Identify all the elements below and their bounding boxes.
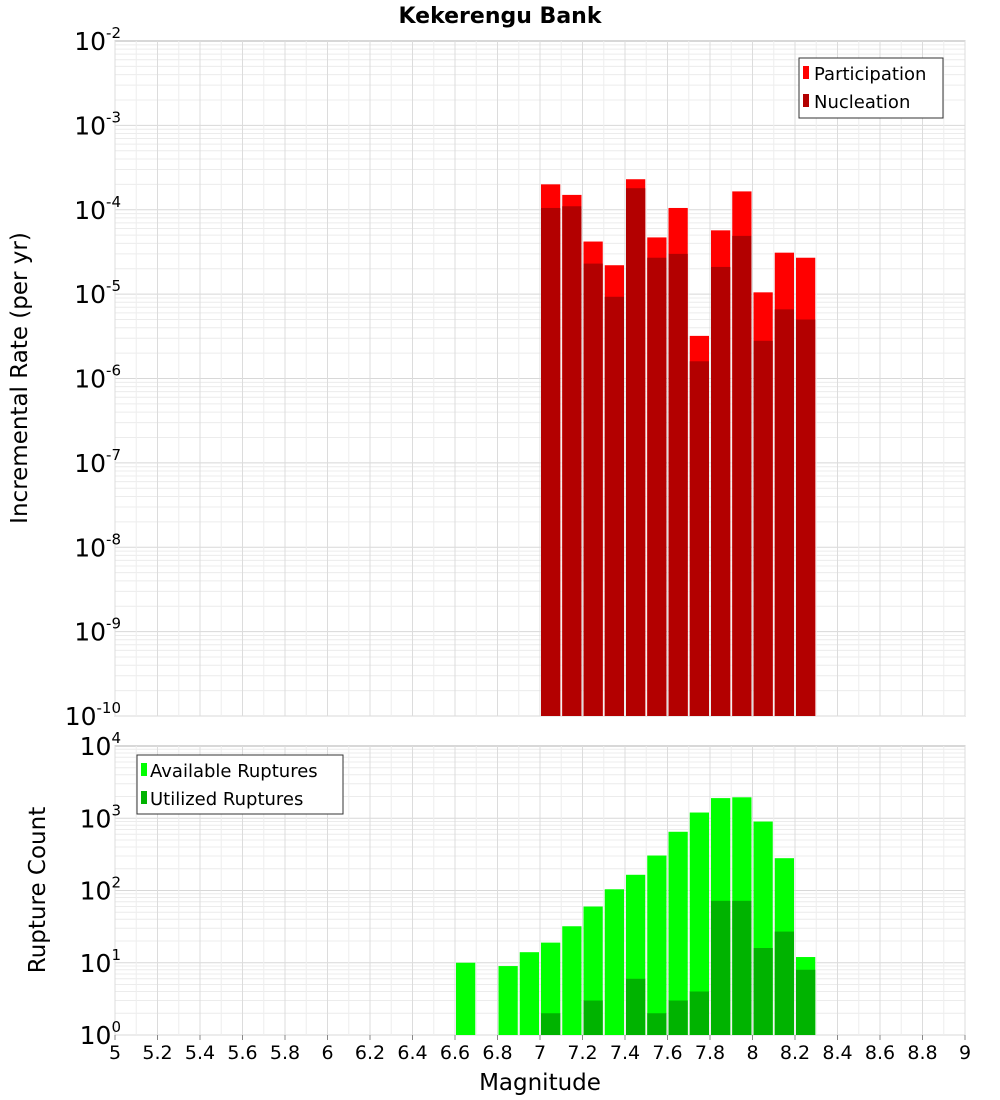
bar-available-ruptures (562, 926, 582, 1035)
x-tick-label: 8.4 (822, 1042, 852, 1064)
bar-nucleation (732, 235, 752, 716)
bar-utilized-ruptures (647, 1013, 667, 1035)
legend-swatch-utilized (141, 791, 147, 804)
y-tick-label: 104 (80, 729, 121, 761)
bar-nucleation (604, 296, 624, 716)
x-tick-label: 9 (959, 1042, 971, 1064)
x-tick-label: 7.6 (652, 1042, 682, 1064)
bar-nucleation (583, 263, 603, 716)
bar-available-ruptures (519, 952, 539, 1035)
x-tick-label: 6.6 (440, 1042, 470, 1064)
bottom-legend: Available Ruptures Utilized Ruptures (136, 754, 344, 815)
x-tick-label: 8 (746, 1042, 758, 1064)
bar-available-ruptures (668, 831, 688, 1035)
top-legend: Participation Nucleation (798, 57, 944, 119)
x-tick-label: 6.2 (355, 1042, 385, 1064)
top-bars (541, 179, 816, 717)
bar-nucleation (668, 253, 688, 716)
legend-label-participation: Participation (814, 64, 926, 85)
y-tick-label: 10-6 (74, 362, 121, 394)
top-grid (114, 41, 966, 717)
bar-utilized-ruptures (626, 978, 646, 1035)
y-tick-label: 10-9 (74, 615, 121, 647)
bottom-y-axis-label: Rupture Count (25, 807, 51, 973)
legend-label-nucleation: Nucleation (814, 92, 910, 113)
bar-available-ruptures (541, 942, 561, 1035)
x-tick-label: 7 (534, 1042, 546, 1064)
bar-utilized-ruptures (711, 900, 731, 1035)
bar-utilized-ruptures (796, 969, 816, 1035)
y-tick-label: 10-2 (74, 24, 121, 56)
bar-utilized-ruptures (774, 931, 794, 1035)
x-tick-label: 5.2 (142, 1042, 172, 1064)
y-tick-label: 100 (80, 1018, 121, 1050)
chart-title: Kekerengu Bank (399, 4, 603, 29)
y-tick-label: 10-5 (74, 277, 121, 309)
x-tick-label: 5.6 (227, 1042, 257, 1064)
bar-utilized-ruptures (732, 900, 752, 1035)
bar-utilized-ruptures (668, 1000, 688, 1035)
x-tick-label: 7.2 (567, 1042, 597, 1064)
bar-nucleation (541, 207, 561, 716)
legend-swatch-nucleation (803, 94, 809, 107)
top-y-axis-label: Incremental Rate (per yr) (7, 232, 33, 524)
bar-nucleation (689, 361, 709, 716)
x-tick-label: 7.8 (695, 1042, 725, 1064)
bar-nucleation (753, 340, 773, 716)
x-axis-label: Magnitude (479, 1070, 601, 1096)
legend-label-available: Available Ruptures (150, 761, 318, 782)
bar-nucleation (647, 257, 667, 716)
x-ticks: 5 5.2 5.4 5.6 5.8 6 6.2 6.4 6.6 6.8 7 7.2 7.4 7.6 7.8 8… (109, 1035, 971, 1064)
x-tick-label: 8.2 (780, 1042, 810, 1064)
y-tick-label: 10-10 (65, 699, 121, 731)
y-tick-label: 103 (80, 801, 121, 833)
bar-available-ruptures (498, 966, 518, 1035)
bar-utilized-ruptures (583, 1000, 603, 1035)
y-tick-label: 101 (80, 946, 121, 978)
x-tick-label: 8.8 (907, 1042, 937, 1064)
bar-nucleation (711, 266, 731, 716)
bar-available-ruptures (647, 855, 667, 1035)
legend-swatch-available (141, 763, 147, 776)
x-tick-label: 5.4 (185, 1042, 215, 1064)
bar-utilized-ruptures (753, 948, 773, 1035)
bar-available-ruptures (604, 889, 624, 1035)
bar-nucleation (562, 206, 582, 716)
bottom-bars (456, 797, 816, 1035)
bar-available-ruptures (689, 812, 709, 1035)
top-y-ticks: 10-10 10-9 10-8 10-7 10-6 10-5 10-4 10-3 10-2 (65, 24, 121, 731)
x-tick-label: 5 (109, 1042, 121, 1064)
legend-label-utilized: Utilized Ruptures (150, 789, 303, 810)
x-tick-label: 8.6 (865, 1042, 895, 1064)
y-tick-label: 10-3 (74, 108, 121, 140)
bar-utilized-ruptures (689, 991, 709, 1035)
bar-nucleation (774, 309, 794, 716)
bar-nucleation (796, 319, 816, 716)
bar-utilized-ruptures (541, 1013, 561, 1035)
x-tick-label: 6.4 (397, 1042, 427, 1064)
y-tick-label: 10-8 (74, 530, 121, 562)
x-tick-label: 5.8 (270, 1042, 300, 1064)
bottom-y-ticks: 100 101 102 103 104 (80, 729, 121, 1050)
y-tick-label: 102 (80, 874, 121, 906)
y-tick-label: 10-7 (74, 446, 121, 478)
y-tick-label: 10-4 (74, 193, 121, 225)
bar-nucleation (626, 188, 646, 717)
legend-swatch-participation (803, 66, 809, 79)
x-tick-label: 7.4 (610, 1042, 640, 1064)
x-tick-label: 6.8 (482, 1042, 512, 1064)
bar-available-ruptures (456, 962, 476, 1035)
x-tick-label: 6 (321, 1042, 333, 1064)
